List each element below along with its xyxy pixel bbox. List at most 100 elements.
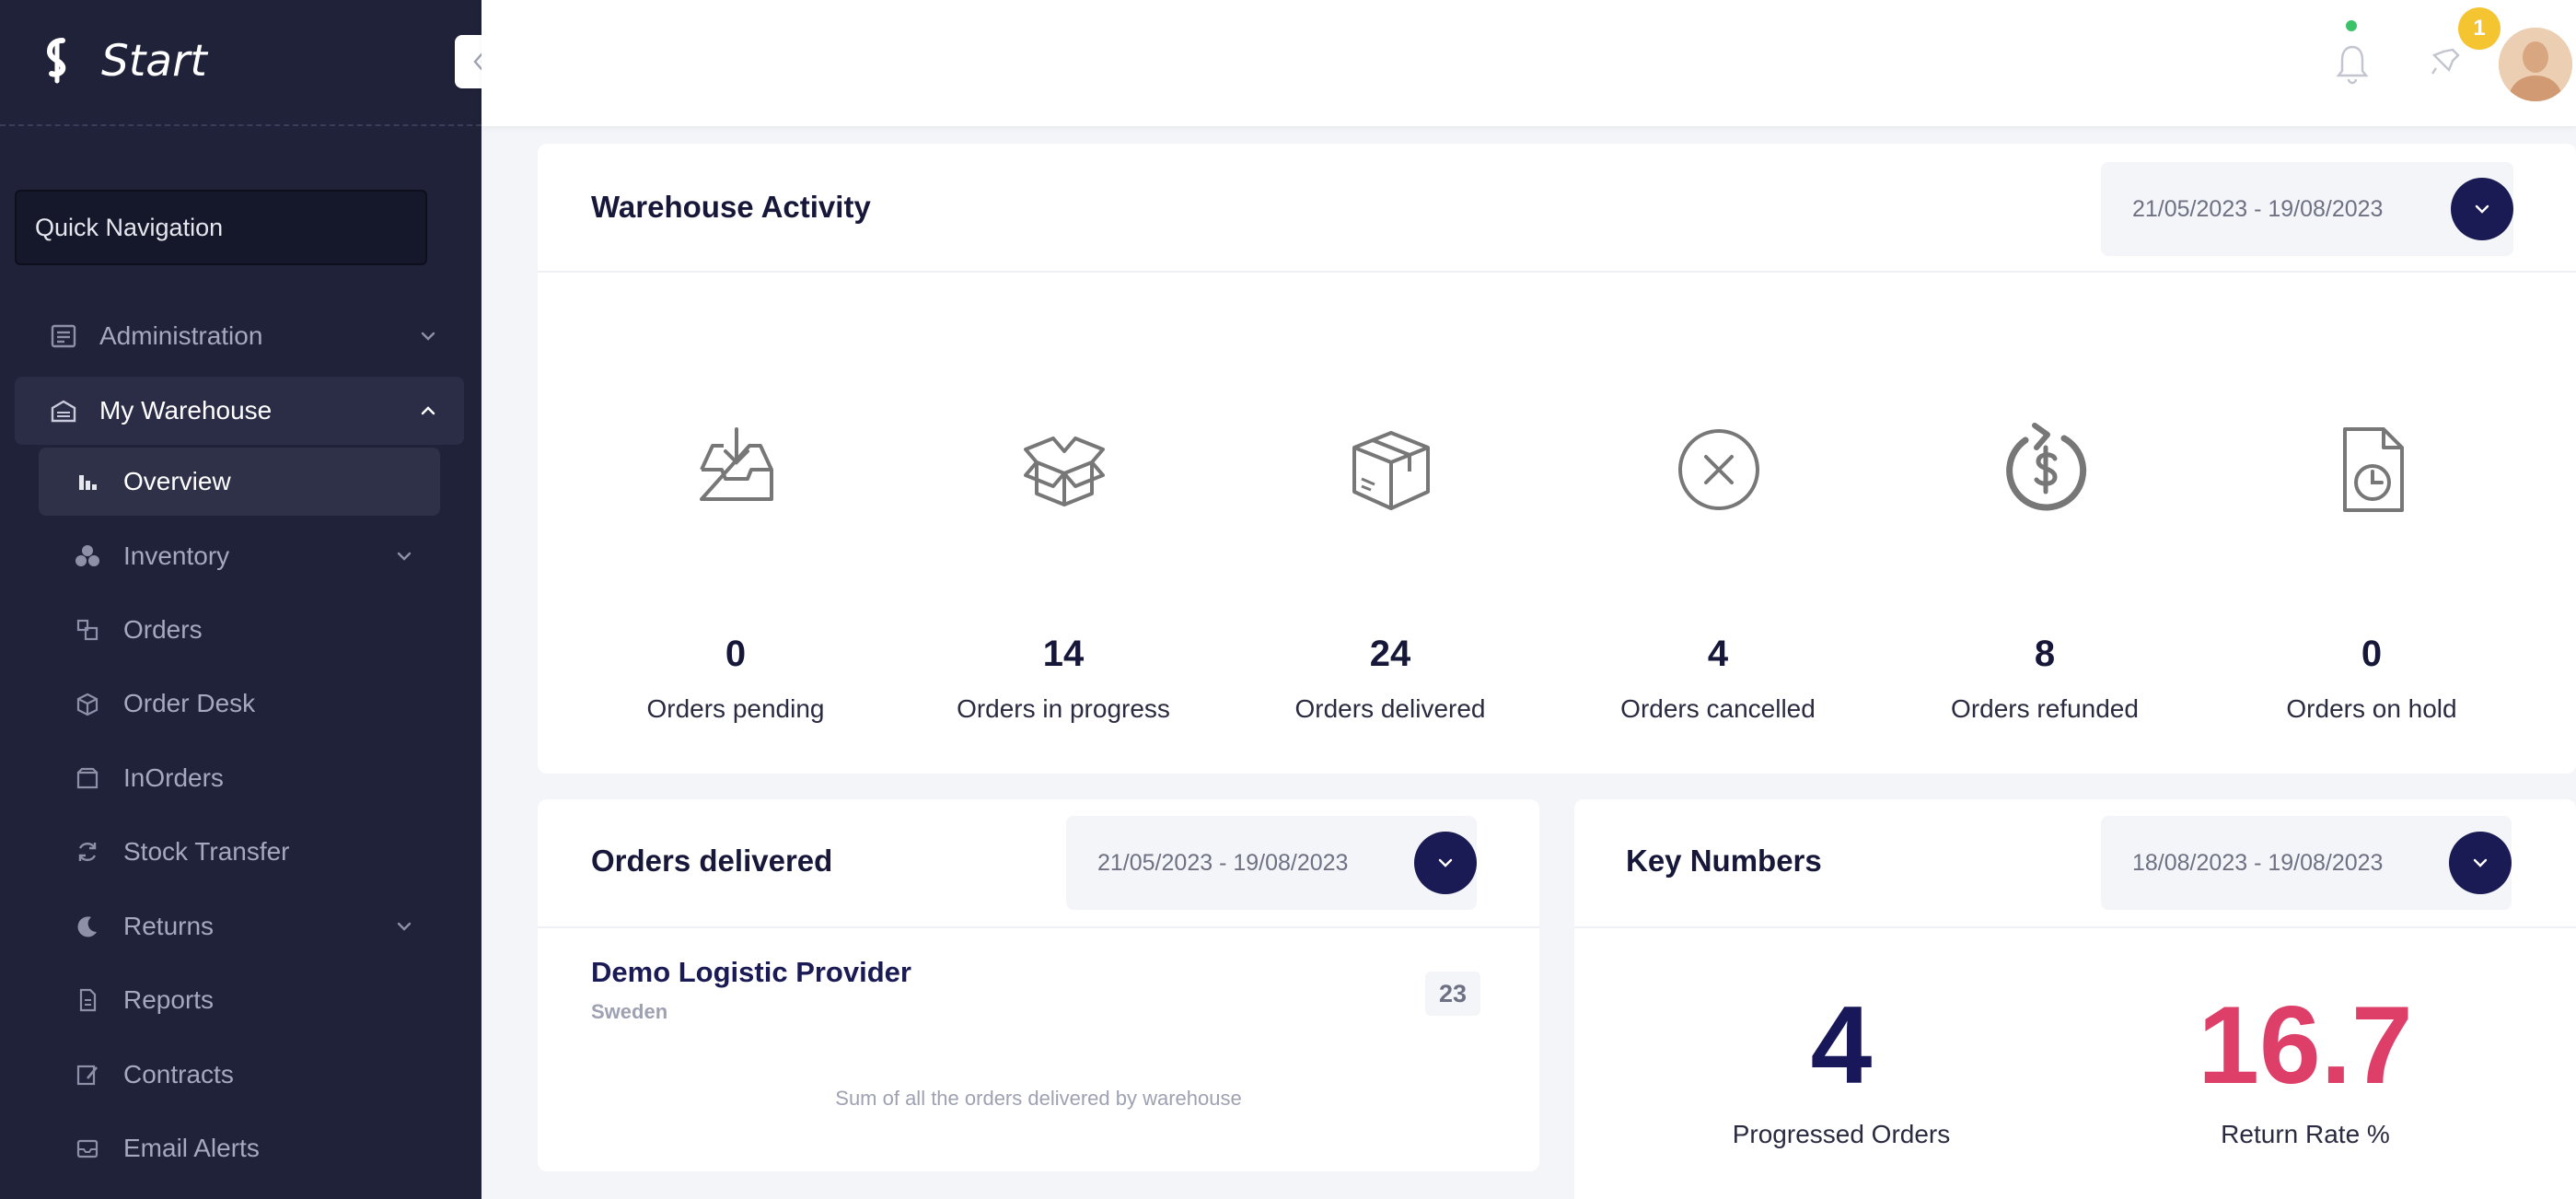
provider-name-link[interactable]: Demo Logistic Provider xyxy=(591,956,911,988)
mail-icon xyxy=(72,1133,103,1164)
sidebar-item-label: Email Alerts xyxy=(123,1134,260,1162)
bell-icon[interactable] xyxy=(2333,41,2372,86)
file-clock-icon xyxy=(2343,427,2404,512)
boxes-icon xyxy=(72,541,103,572)
warehouse-activity-card: Warehouse Activity 21/05/2023 - 19/08/20… xyxy=(538,144,2576,774)
return-rate-value: 16.7 xyxy=(2198,984,2413,1107)
provider-orders-count-badge: 23 xyxy=(1425,972,1480,1016)
orders-delivered-note: Sum of all the orders delivered by wareh… xyxy=(835,1087,1242,1110)
document-icon xyxy=(72,984,103,1016)
orders-pending-label: Orders pending xyxy=(646,694,825,723)
online-status-dot xyxy=(2346,20,2357,31)
sidebar-item-order-desk[interactable]: Order Desk xyxy=(39,669,440,738)
sidebar-item-inorders[interactable]: InOrders xyxy=(39,744,440,812)
inbox-box-icon xyxy=(72,762,103,794)
notification-count-badge: 1 xyxy=(2458,7,2501,50)
top-header xyxy=(482,0,2576,126)
card-divider xyxy=(1574,926,2576,928)
chevron-down-icon xyxy=(397,552,412,561)
date-range-text: 21/05/2023 - 19/08/2023 xyxy=(1097,849,1349,876)
warehouse-activity-date-range[interactable]: 21/05/2023 - 19/08/2023 xyxy=(2101,162,2513,256)
sidebar-item-stock-transfer[interactable]: Stock Transfer xyxy=(39,818,440,886)
orders-delivered-title: Orders delivered xyxy=(591,844,833,878)
chevron-down-icon xyxy=(2475,204,2489,214)
bar-chart-icon xyxy=(72,466,103,497)
orders-delivered-card: Orders delivered 21/05/2023 - 19/08/2023… xyxy=(538,799,1539,1171)
card-divider xyxy=(538,926,1539,928)
sidebar-item-label: InOrders xyxy=(123,763,224,792)
refund-dollar-icon xyxy=(2006,423,2087,511)
provider-country: Sweden xyxy=(591,1000,668,1023)
orders-delivered-value: 24 xyxy=(1369,634,1411,674)
orders-on-hold-label: Orders on hold xyxy=(2286,694,2457,723)
warehouse-activity-title: Warehouse Activity xyxy=(591,190,871,224)
refresh-icon xyxy=(72,836,103,867)
date-range-dropdown-button[interactable] xyxy=(1414,832,1477,894)
orders-refunded-label: Orders refunded xyxy=(1951,694,2139,723)
orders-cancelled-value: 4 xyxy=(1707,634,1729,674)
chevron-down-icon xyxy=(421,332,435,341)
open-box-icon xyxy=(1024,437,1105,506)
admin-panel-icon xyxy=(48,320,79,352)
sidebar-item-label: Returns xyxy=(123,912,215,940)
warehouse-icon xyxy=(48,395,79,426)
notification-bell-icon[interactable] xyxy=(2427,44,2464,81)
sidebar-divider xyxy=(0,124,482,126)
sidebar-item-label: My Warehouse xyxy=(99,396,273,425)
quick-navigation-input[interactable]: Quick Navigation xyxy=(15,190,427,265)
brand-name: Start xyxy=(101,35,207,87)
date-range-dropdown-button[interactable] xyxy=(2451,178,2513,240)
sidebar-item-my-warehouse[interactable]: My Warehouse xyxy=(15,377,464,445)
contract-icon xyxy=(72,1059,103,1090)
orders-icon xyxy=(72,614,103,646)
sidebar-item-label: Inventory xyxy=(123,541,230,570)
sidebar: Start Quick Navigation Administration My… xyxy=(0,0,482,1199)
sidebar-item-overview[interactable]: Overview xyxy=(39,448,440,516)
sidebar-item-reports[interactable]: Reports xyxy=(39,966,440,1034)
moon-return-icon xyxy=(72,911,103,942)
brand[interactable]: Start xyxy=(42,33,207,88)
sidebar-item-email-alerts[interactable]: Email Alerts xyxy=(39,1114,440,1182)
user-avatar-icon xyxy=(2499,28,2572,101)
sidebar-item-label: Contracts xyxy=(123,1060,234,1088)
package-icon xyxy=(72,688,103,719)
orders-pending-value: 0 xyxy=(725,634,747,674)
key-numbers-card: Key Numbers 18/08/2023 - 19/08/2023 4 Pr… xyxy=(1574,799,2576,1199)
return-rate-label: Return Rate % xyxy=(2221,1120,2390,1148)
orders-delivered-label: Orders delivered xyxy=(1294,694,1486,723)
chevron-down-icon xyxy=(1438,858,1453,867)
sidebar-item-label: Orders xyxy=(123,615,203,644)
key-numbers-title: Key Numbers xyxy=(1626,844,1822,878)
sidebar-item-orders[interactable]: Orders xyxy=(39,596,440,664)
date-range-dropdown-button[interactable] xyxy=(2449,832,2512,894)
date-range-text: 21/05/2023 - 19/08/2023 xyxy=(2132,195,2384,222)
x-circle-icon xyxy=(1678,429,1759,510)
sidebar-item-label: Stock Transfer xyxy=(123,837,290,866)
date-range-text: 18/08/2023 - 19/08/2023 xyxy=(2132,849,2384,876)
chevron-down-icon xyxy=(397,922,412,931)
sidebar-item-administration[interactable]: Administration xyxy=(15,302,464,370)
sidebar-item-label: Reports xyxy=(123,985,215,1014)
sidebar-item-label: Administration xyxy=(99,321,263,350)
sidebar-item-contracts[interactable]: Contracts xyxy=(39,1041,440,1109)
progressed-orders-label: Progressed Orders xyxy=(1732,1120,1951,1148)
brand-logo-icon xyxy=(46,38,66,84)
key-numbers-date-range[interactable]: 18/08/2023 - 19/08/2023 xyxy=(2101,816,2512,910)
sidebar-item-label: Order Desk xyxy=(123,689,256,717)
chevron-up-icon xyxy=(421,406,435,415)
user-avatar[interactable] xyxy=(2499,28,2572,101)
inbox-download-icon xyxy=(700,427,773,501)
card-divider xyxy=(538,271,2576,273)
orders-refunded-value: 8 xyxy=(2034,634,2056,674)
sidebar-item-label: Overview xyxy=(123,467,231,495)
progressed-orders-value: 4 xyxy=(1810,984,1873,1107)
orders-on-hold-value: 0 xyxy=(2361,634,2383,674)
sidebar-item-returns[interactable]: Returns xyxy=(39,892,440,960)
orders-delivered-date-range[interactable]: 21/05/2023 - 19/08/2023 xyxy=(1066,816,1477,910)
sidebar-item-inventory[interactable]: Inventory xyxy=(39,522,440,590)
orders-cancelled-label: Orders cancelled xyxy=(1620,694,1816,723)
chevron-down-icon xyxy=(2473,858,2488,867)
orders-in-progress-label: Orders in progress xyxy=(957,694,1170,723)
orders-in-progress-value: 14 xyxy=(1042,634,1085,674)
closed-box-icon xyxy=(1352,431,1430,510)
